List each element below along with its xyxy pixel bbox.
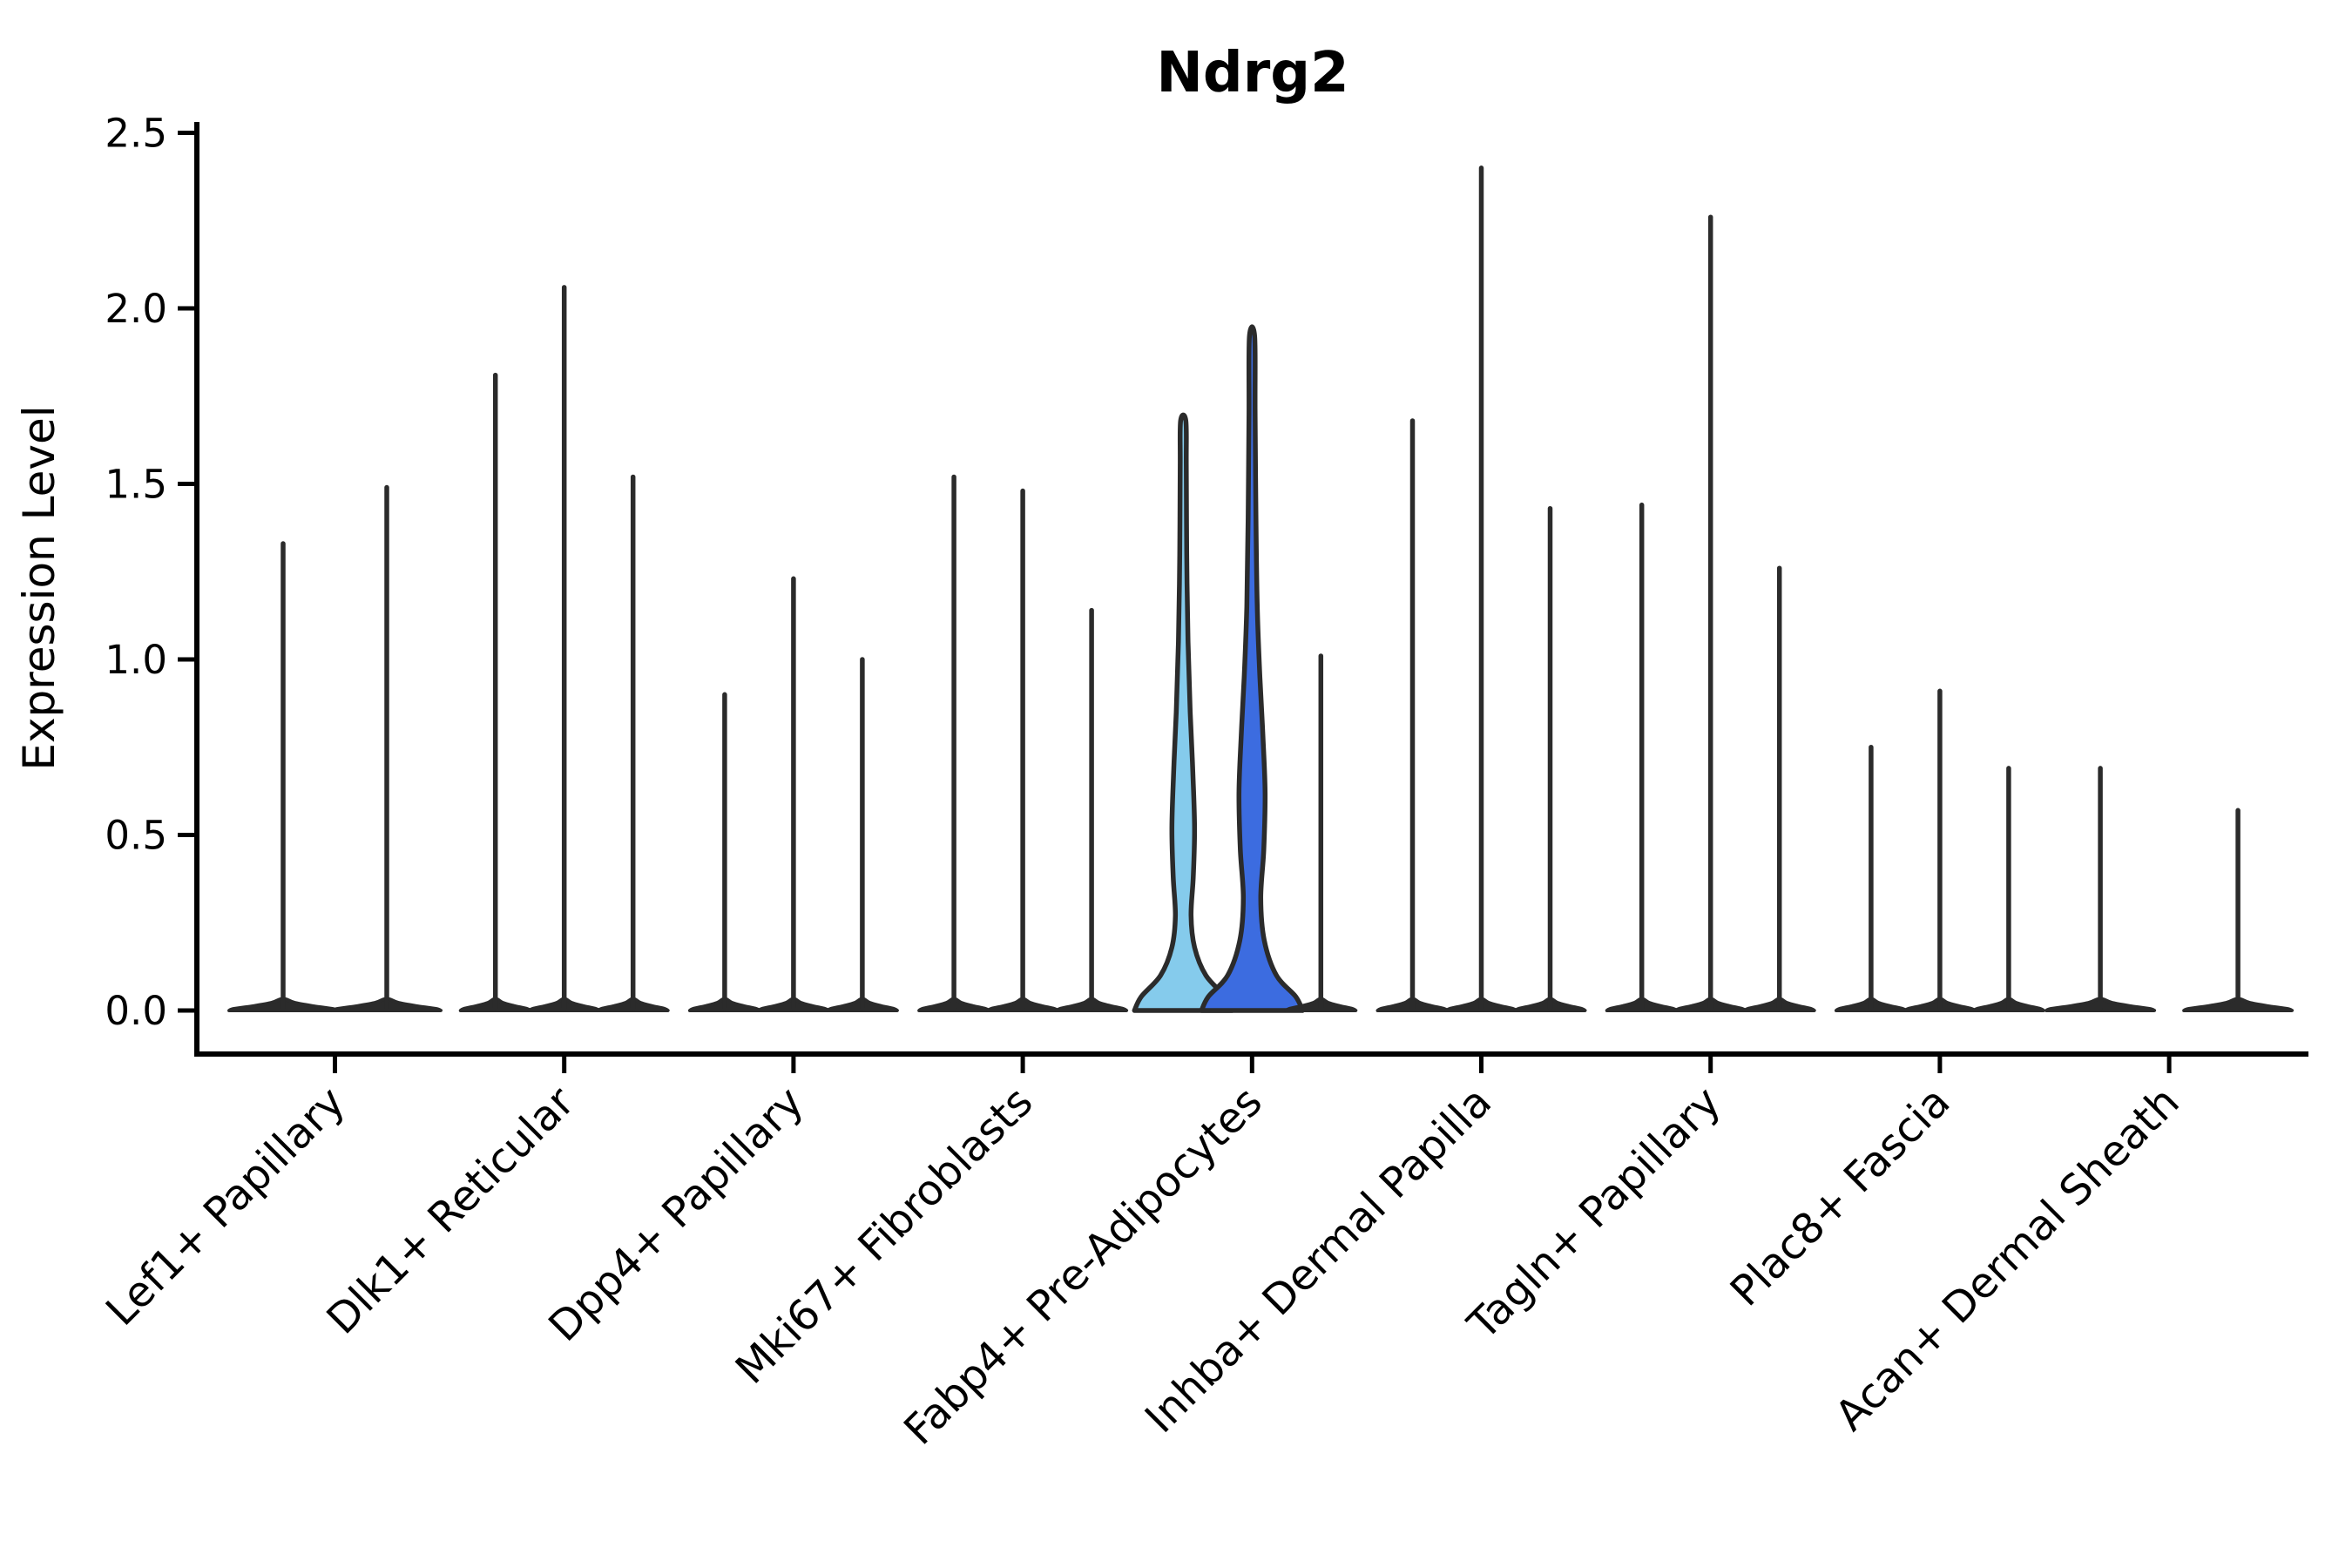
x-tick-label: Lef1+ Papillary <box>97 1078 355 1335</box>
y-axis-label: Expression Level <box>14 405 64 770</box>
violin-group <box>917 474 1129 1012</box>
violin-group <box>2044 766 2295 1012</box>
violin-group <box>1834 688 2045 1012</box>
y-tick-label: 2.5 <box>105 111 167 157</box>
violin-group <box>1132 324 1358 1013</box>
x-tick-label: Plac8+ Fascia <box>1721 1078 1960 1316</box>
violin-group <box>1375 166 1587 1012</box>
y-tick-label: 0.0 <box>105 988 167 1034</box>
violin-highlighted <box>1199 324 1306 1013</box>
violin-group <box>458 285 670 1012</box>
x-tick-label: Dpp4+ Papillary <box>539 1078 813 1351</box>
y-tick-label: 2.0 <box>105 286 167 332</box>
violin-group <box>1605 214 1816 1012</box>
chart-title: Ndrg2 <box>1156 41 1348 105</box>
violins <box>227 166 2295 1013</box>
x-tick-label: Dlk1+ Reticular <box>318 1078 585 1344</box>
x-tick-label: Tagln+ Papillary <box>1458 1078 1730 1349</box>
violin-highlighted <box>1132 412 1235 1013</box>
y-tick-label: 1.5 <box>105 462 167 508</box>
y-axis-ticks: 0.0 0.5 1.0 1.5 2.0 2.5 <box>105 111 197 1034</box>
violin-group <box>227 484 443 1012</box>
y-tick-label: 0.5 <box>105 813 167 859</box>
y-tick-label: 1.0 <box>105 637 167 683</box>
violin-group <box>687 576 899 1012</box>
